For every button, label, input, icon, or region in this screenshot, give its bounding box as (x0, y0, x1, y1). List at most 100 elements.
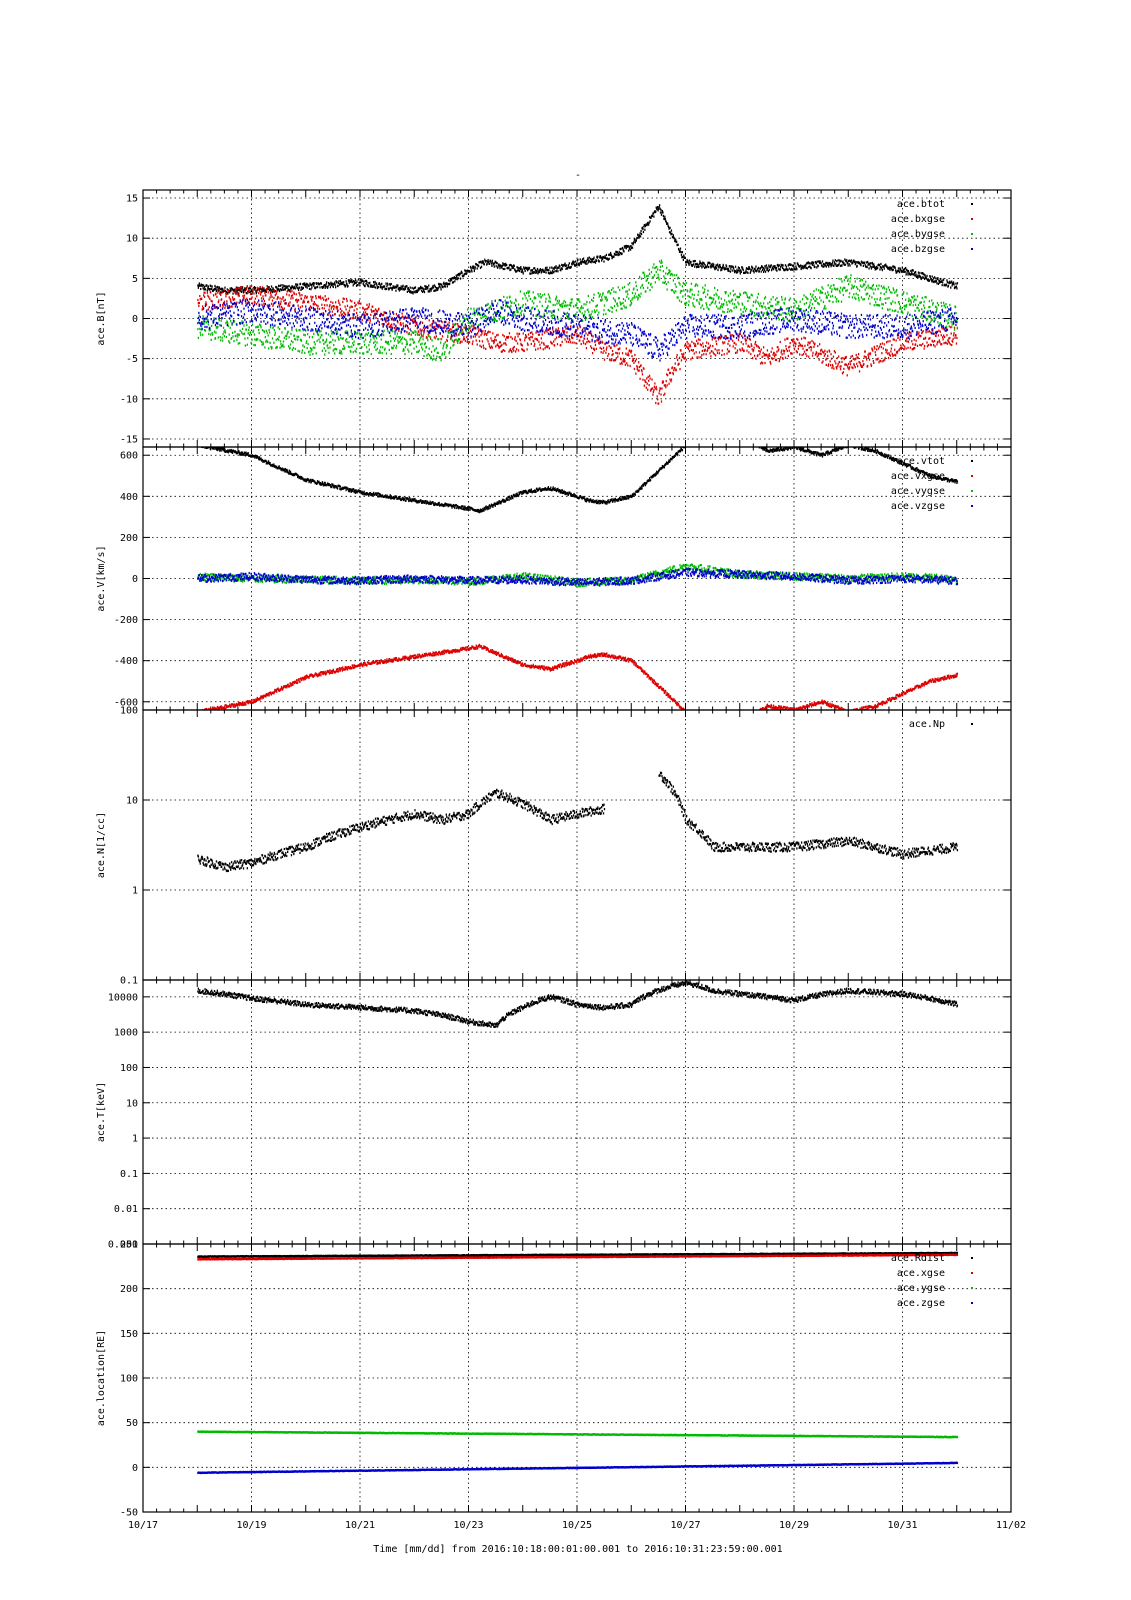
data-point (434, 325, 436, 328)
data-point (268, 347, 270, 350)
data-point (933, 313, 935, 316)
data-point (295, 283, 297, 286)
data-point (878, 304, 881, 307)
data-point (259, 293, 262, 296)
data-point (231, 288, 234, 291)
data-point (323, 347, 325, 350)
data-point (600, 341, 602, 344)
data-point (712, 344, 714, 348)
data-point (700, 344, 703, 347)
data-point (748, 337, 751, 341)
data-point (383, 311, 385, 314)
data-point (469, 329, 472, 332)
data-point (818, 303, 820, 306)
data-point (945, 325, 948, 328)
data-point (694, 343, 696, 346)
data-point (873, 345, 875, 348)
data-point (886, 265, 888, 268)
data-point (372, 334, 374, 337)
data-point (873, 263, 875, 266)
data-point (456, 275, 458, 279)
data-point (660, 213, 663, 216)
data-point (791, 311, 794, 314)
data-point (757, 266, 760, 270)
data-point (947, 321, 950, 324)
data-point (783, 302, 786, 305)
data-point (210, 333, 212, 336)
data-point (340, 336, 342, 339)
data-point (458, 331, 461, 334)
data-point (750, 269, 752, 272)
data-point (906, 331, 909, 334)
data-point (464, 317, 466, 320)
data-point (754, 269, 757, 272)
data-point (760, 362, 762, 365)
data-point (480, 265, 483, 268)
data-point (355, 281, 357, 285)
data-point (733, 267, 735, 270)
data-point (305, 309, 307, 313)
data-point (439, 325, 442, 328)
data-point (683, 254, 685, 257)
data-point (876, 344, 878, 348)
data-point (717, 307, 719, 310)
data-point (498, 263, 500, 266)
data-point (791, 268, 793, 271)
data-point (641, 370, 643, 373)
data-point (716, 351, 719, 355)
data-point (474, 267, 476, 270)
data-point (371, 310, 373, 313)
data-point (309, 305, 312, 308)
data-point (373, 345, 376, 349)
data-point (353, 282, 355, 285)
data-point (625, 306, 627, 309)
data-point (819, 261, 821, 265)
data-point (526, 348, 528, 351)
data-point (581, 259, 583, 262)
data-point (375, 282, 378, 285)
data-point (863, 355, 865, 358)
data-point (792, 264, 795, 267)
data-point (537, 271, 540, 274)
data-point (518, 267, 520, 270)
data-point (429, 287, 432, 291)
data-point (908, 297, 910, 300)
data-point (630, 301, 633, 304)
data-point (524, 267, 526, 270)
data-point (800, 344, 802, 348)
data-point (239, 329, 241, 332)
data-point (845, 289, 847, 292)
data-point (608, 345, 610, 348)
data-point (919, 301, 922, 304)
data-point (645, 279, 647, 282)
data-point (240, 321, 242, 324)
data-point (801, 298, 804, 301)
data-point (576, 263, 578, 267)
data-point (230, 305, 232, 308)
data-point (662, 281, 664, 284)
data-point (653, 274, 656, 277)
data-point (277, 287, 279, 290)
data-point (884, 358, 886, 361)
data-point (378, 282, 380, 285)
data-point (654, 267, 656, 270)
data-point (768, 354, 770, 357)
data-point (952, 315, 954, 319)
data-point (709, 352, 711, 355)
data-point (628, 288, 630, 291)
data-point (806, 354, 808, 358)
data-point (540, 337, 542, 340)
data-point (250, 289, 253, 293)
data-point (687, 294, 689, 298)
data-point (636, 288, 638, 292)
data-point (576, 302, 578, 305)
data-point (802, 347, 804, 350)
data-point (837, 365, 839, 368)
data-point (790, 306, 792, 309)
data-point (766, 267, 769, 270)
data-point (398, 289, 400, 292)
data-point (768, 315, 770, 318)
data-point (489, 305, 492, 308)
data-point (470, 336, 472, 339)
data-point (272, 303, 275, 306)
